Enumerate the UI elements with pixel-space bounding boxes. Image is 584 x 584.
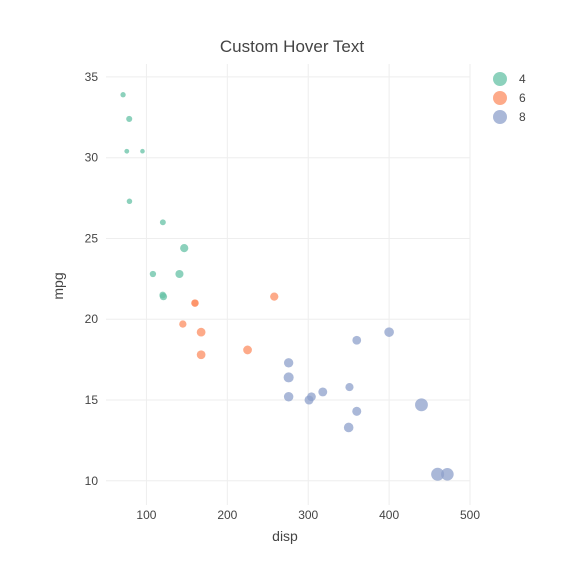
- data-point-cyl-8[interactable]: disp: 360, mpg: 14.3, wt: 3.57: [352, 406, 362, 416]
- data-point-cyl-4[interactable]: disp: 108, mpg: 22.8, wt: 2.32: [149, 270, 157, 278]
- data-point-cyl-8[interactable]: disp: 440, mpg: 14.7, wt: 5.345: [415, 398, 428, 412]
- data-point-cyl-8[interactable]: disp: 275.8, mpg: 17.3, wt: 3.73: [283, 358, 294, 368]
- data-point-cyl-4[interactable]: disp: 95.1, mpg: 30.4, wt: 1.513: [140, 148, 145, 154]
- data-point-cyl-8[interactable]: disp: 275.8, mpg: 15.2, wt: 3.78: [283, 392, 294, 402]
- x-tick-label: 200: [217, 508, 237, 522]
- data-point-cyl-6[interactable]: disp: 167.6, mpg: 19.2, wt: 3.44: [196, 327, 206, 337]
- data-point-cyl-4[interactable]: disp: 79, mpg: 27.3, wt: 1.935: [126, 198, 133, 205]
- x-gridlines: [145, 64, 471, 505]
- data-point-cyl-6[interactable]: disp: 145, mpg: 19.7, wt: 2.77: [179, 320, 187, 328]
- data-point-cyl-6[interactable]: disp: 225, mpg: 18.1, wt: 3.46: [243, 345, 252, 355]
- data-point-cyl-8[interactable]: disp: 318, mpg: 15.5, wt: 3.52: [318, 387, 328, 397]
- legend[interactable]: 4 6 8: [493, 72, 526, 124]
- x-tick-labels: 100 200 300 400 500: [136, 508, 480, 522]
- legend-item-6[interactable]: 6: [493, 91, 526, 105]
- chart-title: Custom Hover Text: [220, 37, 365, 56]
- data-point-cyl-4[interactable]: disp: 78.7, mpg: 32.4, wt: 2.2: [126, 115, 133, 122]
- data-point-cyl-6[interactable]: disp: 258, mpg: 21.4, wt: 3.215: [270, 292, 279, 301]
- data-point-cyl-6[interactable]: disp: 167.6, mpg: 17.8, wt: 3.44: [196, 350, 206, 360]
- x-tick-label: 400: [379, 508, 399, 522]
- x-tick-label: 300: [298, 508, 318, 522]
- data-point-cyl-8[interactable]: disp: 350, mpg: 13.3, wt: 3.84: [343, 422, 354, 433]
- y-tick-label: 10: [85, 474, 99, 488]
- data-point-cyl-4[interactable]: disp: 140.8, mpg: 22.8, wt: 3.15: [175, 269, 184, 279]
- data-point-cyl-8[interactable]: disp: 472, mpg: 10.4, wt: 5.25: [441, 467, 454, 481]
- y-tick-label: 25: [85, 231, 99, 245]
- data-point-cyl-6[interactable]: disp: 160, mpg: 21, wt: 2.875: [191, 299, 199, 307]
- data-point-cyl-4[interactable]: disp: 71.1, mpg: 33.9, wt: 1.835: [120, 92, 126, 98]
- data-point-cyl-4[interactable]: disp: 120.3, mpg: 26, wt: 2.14: [159, 219, 166, 226]
- data-point-cyl-8[interactable]: disp: 304, mpg: 15.2, wt: 3.435: [307, 392, 316, 402]
- legend-label: 8: [519, 110, 526, 124]
- data-point-cyl-8[interactable]: disp: 275.8, mpg: 16.4, wt: 4.07: [283, 372, 294, 383]
- data-point-cyl-8[interactable]: disp: 460, mpg: 10.4, wt: 5.424: [431, 467, 445, 481]
- y-axis-title: mpg: [50, 272, 66, 299]
- legend-marker: [493, 91, 507, 105]
- legend-label: 6: [519, 91, 526, 105]
- y-tick-labels: 10 15 20 25 30 35: [85, 70, 99, 488]
- x-axis-title: disp: [272, 528, 298, 544]
- x-tick-label: 100: [136, 508, 156, 522]
- legend-label: 4: [519, 72, 526, 86]
- y-tick-label: 35: [85, 70, 99, 84]
- data-point-cyl-8[interactable]: disp: 351, mpg: 15.8, wt: 3.17: [345, 382, 354, 392]
- legend-item-4[interactable]: 4: [493, 72, 526, 86]
- x-tick-label: 500: [460, 508, 480, 522]
- y-tick-label: 30: [85, 151, 99, 165]
- data-point-cyl-4[interactable]: disp: 146.7, mpg: 24.4, wt: 3.19: [180, 244, 189, 253]
- data-point-cyl-8[interactable]: disp: 400, mpg: 19.2, wt: 3.845: [384, 327, 394, 337]
- legend-marker: [493, 72, 507, 86]
- y-tick-label: 15: [85, 393, 99, 407]
- legend-item-8[interactable]: 8: [493, 110, 526, 124]
- y-tick-label: 20: [85, 312, 99, 326]
- legend-marker: [493, 110, 507, 124]
- data-point-cyl-4[interactable]: disp: 121, mpg: 21.4, wt: 2.78: [159, 292, 168, 301]
- data-point-cyl-8[interactable]: disp: 360, mpg: 18.7, wt: 3.44: [352, 335, 362, 345]
- plot-points[interactable]: disp: 71.1, mpg: 33.9, wt: 1.835 disp: 75…: [120, 92, 454, 481]
- data-point-cyl-4[interactable]: disp: 75.7, mpg: 30.4, wt: 1.615: [124, 148, 130, 154]
